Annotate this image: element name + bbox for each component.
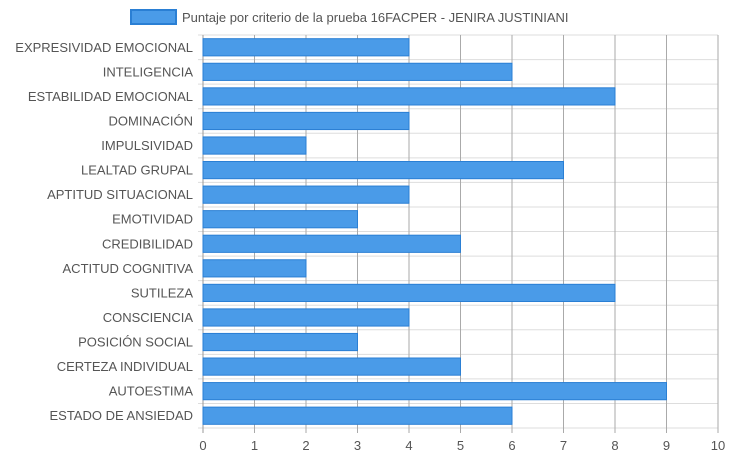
x-tick-label: 10	[711, 438, 725, 453]
bar	[202, 185, 410, 204]
bar	[202, 38, 410, 57]
y-tick-label: IMPULSIVIDAD	[101, 138, 193, 153]
bar	[202, 283, 616, 303]
x-axis-labels: 0 1 2 3 4 5 6 7 8 9 10	[199, 438, 725, 453]
y-tick-label: LEALTAD GRUPAL	[81, 163, 193, 178]
bar	[202, 308, 410, 327]
legend-swatch	[130, 9, 177, 25]
bar	[202, 111, 410, 131]
bar	[202, 87, 616, 106]
y-tick-label: ESTABILIDAD EMOCIONAL	[28, 89, 193, 104]
x-tick-label: 9	[663, 438, 670, 453]
bar	[202, 160, 564, 180]
bar	[202, 406, 513, 425]
y-tick-label: INTELIGENCIA	[103, 64, 194, 79]
y-tick-label: ACTITUD COGNITIVA	[63, 261, 194, 276]
x-tick-label: 0	[199, 438, 206, 453]
y-tick-label: CREDIBILIDAD	[102, 236, 193, 251]
bar	[202, 234, 461, 253]
y-tick-label: ESTADO DE ANSIEDAD	[49, 408, 193, 423]
y-tick-label: APTITUD SITUACIONAL	[47, 187, 193, 202]
y-tick-label: CONSCIENCIA	[103, 310, 194, 325]
y-tick-label: EXPRESIVIDAD EMOCIONAL	[15, 40, 193, 55]
y-axis-labels: EXPRESIVIDAD EMOCIONAL INTELIGENCIA ESTABI…	[15, 40, 193, 423]
legend-label: Puntaje por criterio de la prueba 16FACP…	[182, 10, 569, 25]
x-tick-label: 8	[611, 438, 618, 453]
x-tick-label: 6	[508, 438, 515, 453]
bar	[202, 332, 358, 352]
bars	[202, 38, 667, 425]
y-tick-label: CERTEZA INDIVIDUAL	[57, 359, 193, 374]
y-tick-label: SUTILEZA	[131, 285, 193, 300]
y-tick-label: DOMINACIÓN	[109, 113, 194, 128]
bar	[202, 210, 358, 229]
bar	[202, 357, 461, 376]
y-tick-label: AUTOESTIMA	[109, 384, 194, 399]
bar	[202, 136, 307, 155]
bar	[202, 62, 513, 81]
y-tick-label: EMOTIVIDAD	[112, 212, 193, 227]
x-tick-label: 2	[302, 438, 309, 453]
x-tick-label: 1	[251, 438, 258, 453]
y-tick-label: POSICIÓN SOCIAL	[78, 335, 193, 350]
x-tick-label: 3	[354, 438, 361, 453]
bar	[202, 259, 307, 278]
x-tick-label: 5	[457, 438, 464, 453]
legend[interactable]: Puntaje por criterio de la prueba 16FACP…	[130, 9, 569, 25]
x-tick-label: 4	[405, 438, 412, 453]
x-tick-label: 7	[560, 438, 567, 453]
bar	[202, 382, 667, 401]
